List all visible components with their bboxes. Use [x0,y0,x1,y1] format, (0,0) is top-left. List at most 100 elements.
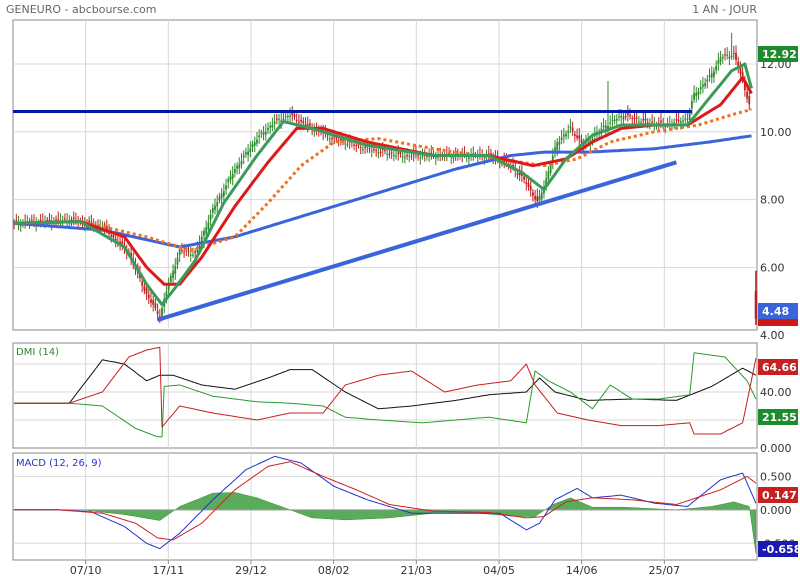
candle-body [214,205,216,210]
candle-body [46,219,49,221]
candle-body [746,91,748,99]
candle-body [640,122,642,124]
candle-body [386,153,389,155]
candle-body [651,121,654,123]
candle-body [249,148,252,153]
candle-body [306,123,309,126]
candle-body [448,153,450,155]
candle-body [573,134,576,136]
candle-body [240,160,243,165]
candle-body [328,138,331,140]
candle-body [110,235,113,237]
candle-body [538,195,541,201]
candle-body [209,214,212,220]
macd-value-label-1: 0.147 [762,489,797,502]
candle-body [295,119,298,121]
candle-body [200,236,203,243]
candle-body [121,241,124,245]
candle-body [337,139,340,141]
candle-body [251,144,254,148]
price-frame [12,19,758,331]
dmi-value-label-1-tag [758,359,798,375]
candle-body [580,139,583,143]
candle-body [730,55,733,58]
candle-body [679,121,682,124]
candle-body [245,152,247,155]
candle-body [677,119,680,121]
candle-body [567,130,570,133]
candle-body [490,153,492,156]
candle-body [48,219,51,221]
x-tick-label: 08/02 [318,564,350,577]
candle-body [90,222,93,224]
candle-body [72,217,75,220]
candle-body [284,116,287,118]
candle-body [633,117,636,119]
candle-body [710,73,713,78]
candle-body [620,116,623,118]
candle-body [180,250,183,252]
candle-body [291,112,294,115]
candle-body [708,75,711,78]
candle-body [39,220,42,222]
candle-body [637,121,640,123]
candle-body [359,147,362,149]
x-tick-label: 04/05 [483,564,515,577]
candle-body [216,202,219,207]
candle-body [233,169,236,174]
candle-body [178,249,181,256]
candle-body [549,164,552,173]
candle-body [187,250,190,252]
candle-body [717,60,720,64]
candle-body [55,219,57,221]
last-high-label: 12.92 [762,48,797,61]
candle-body [739,66,742,74]
candle-body [660,120,662,123]
candle-body [558,141,561,145]
candle-body [379,151,382,153]
candle-body [357,144,360,146]
candle-body [267,127,269,131]
candle-body [673,122,676,124]
candle-body [684,118,687,120]
candle-body [289,115,291,117]
candle-body [227,179,230,183]
candle-body [300,119,303,122]
current-price-label-tag [758,303,798,319]
candle-body [657,122,660,124]
candle-body [622,116,625,120]
candle-body [198,243,201,249]
macd-frame [12,452,758,561]
candle-body [737,61,740,68]
candle-body [15,220,18,222]
candle-body [264,131,267,135]
candle-body [523,176,525,180]
candle-body [602,125,605,128]
candle-body [644,118,647,121]
candle-body [545,178,548,186]
dmi-title: DMI (14) [16,347,59,358]
candle-body [426,156,428,158]
x-tick-label: 07/10 [70,564,102,577]
candle-body [635,117,638,119]
candle-body [682,120,684,122]
candle-body [430,152,433,154]
candle-body [536,196,539,202]
candle-body [571,127,574,131]
candle-body [664,126,667,128]
candle-body [726,54,729,56]
candle-body [527,183,530,187]
candle-body [229,176,232,181]
candle-body [172,270,174,278]
candle-body [675,119,678,121]
candle-body [437,156,439,158]
candle-body [646,122,649,124]
candle-body [695,92,698,96]
candle-body [275,118,278,120]
candle-body [203,230,205,236]
dmi-tick-label: 0.000 [760,442,792,455]
candle-body [174,265,177,275]
candle-body [724,54,726,56]
x-tick-label: 17/11 [152,564,184,577]
